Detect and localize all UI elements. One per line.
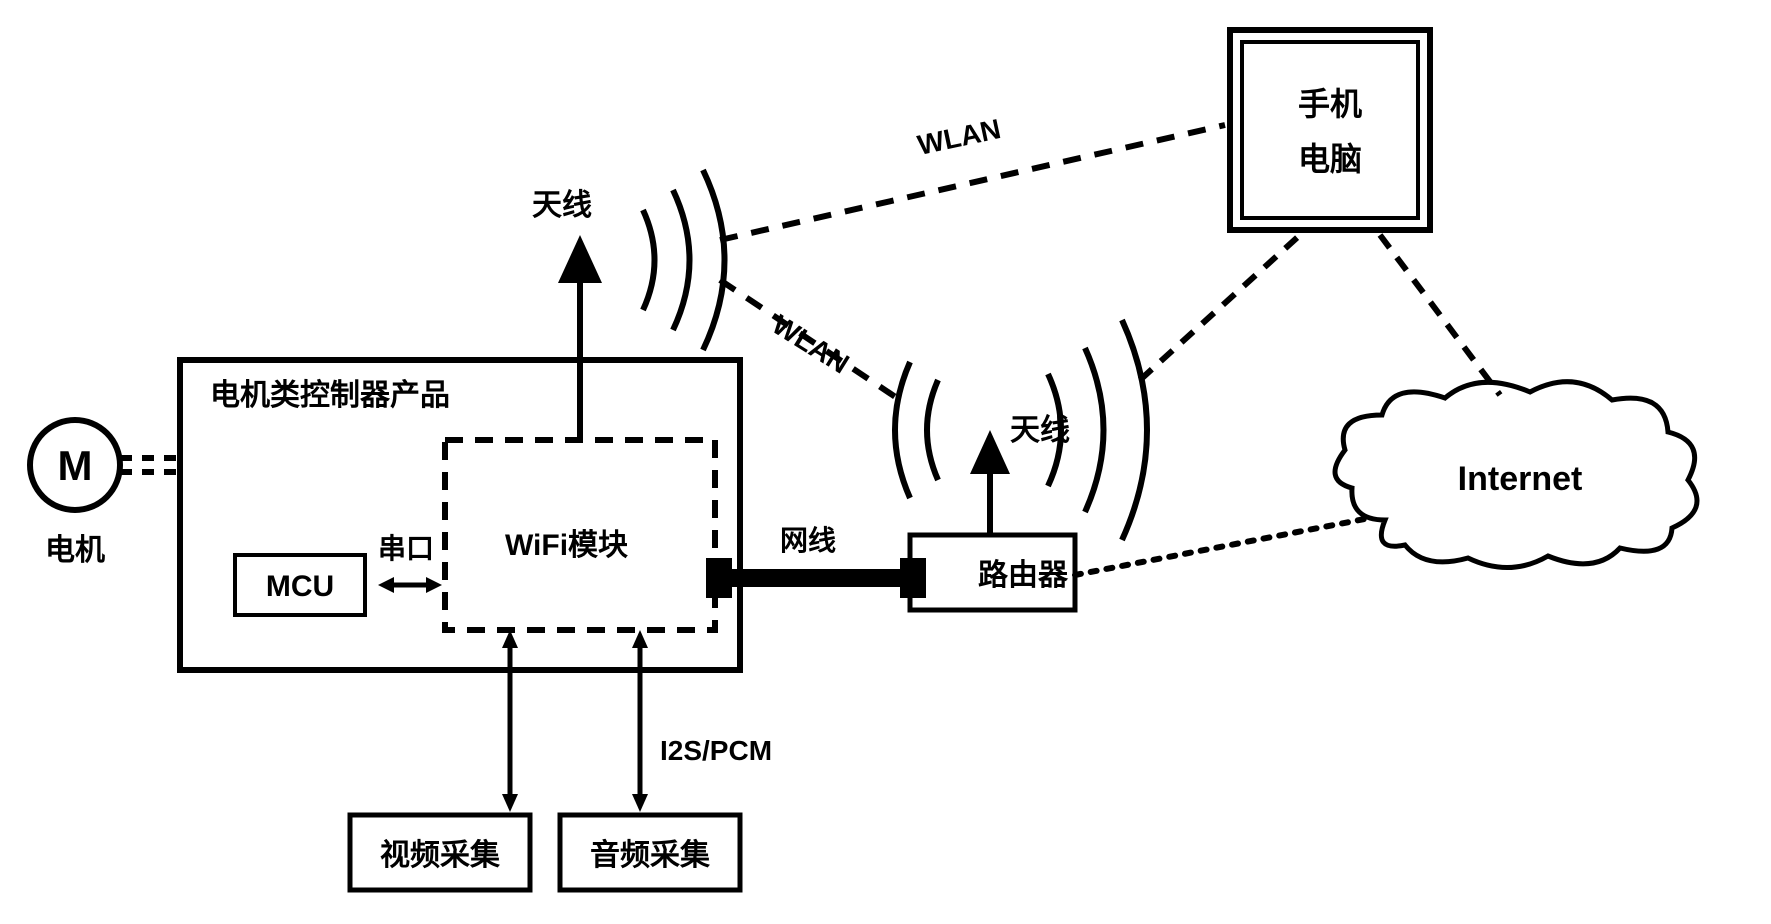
mcu-label: MCU: [266, 570, 334, 603]
wifi-waves: [643, 170, 725, 350]
motor-node: M 电机: [30, 420, 120, 567]
router-box: 路由器: [910, 535, 1075, 610]
phone-line1: 手机: [1298, 86, 1362, 122]
router-label: 路由器: [978, 559, 1069, 592]
internet-cloud: Internet: [1335, 382, 1697, 568]
i2s-label: I2S/PCM: [660, 735, 772, 766]
mcu-box: MCU: [235, 555, 365, 615]
video-label: 视频采集: [380, 839, 501, 872]
internet-label: Internet: [1458, 460, 1583, 498]
ethernet-label: 网线: [780, 525, 836, 556]
wlan-phone-link: WLAN: [720, 113, 1225, 240]
router-phone-link: [1140, 235, 1300, 380]
phone-line2: 电脑: [1298, 141, 1362, 177]
wifi-label: WiFi模块: [505, 529, 628, 562]
wlan-phone-label: WLAN: [915, 113, 1004, 161]
phone-box: 手机 电脑: [1230, 30, 1430, 230]
wifi-antenna-label: 天线: [532, 189, 592, 222]
phone-internet-link: [1380, 235, 1500, 395]
router-internet-link: [1075, 518, 1370, 575]
audio-label: 音频采集: [590, 839, 711, 872]
wifi-antenna: 天线: [532, 189, 602, 440]
video-box: 视频采集: [350, 815, 530, 890]
motor-letter: M: [58, 442, 93, 489]
wlan-router-link: WLAN: [720, 280, 900, 400]
motor-label: 电机: [45, 534, 105, 567]
wifi-audio-link: I2S/PCM: [632, 630, 772, 812]
serial-label: 串口: [378, 533, 434, 564]
serial-link: 串口: [378, 533, 442, 593]
motor-link: [120, 458, 180, 472]
wifi-video-link: [502, 630, 518, 812]
audio-box: 音频采集: [560, 815, 740, 890]
wlan-router-label: WLAN: [767, 309, 855, 380]
wifi-box: WiFi模块: [445, 440, 715, 630]
controller-title: 电机类控制器产品: [210, 379, 450, 412]
controller-box: 电机类控制器产品: [180, 360, 740, 670]
